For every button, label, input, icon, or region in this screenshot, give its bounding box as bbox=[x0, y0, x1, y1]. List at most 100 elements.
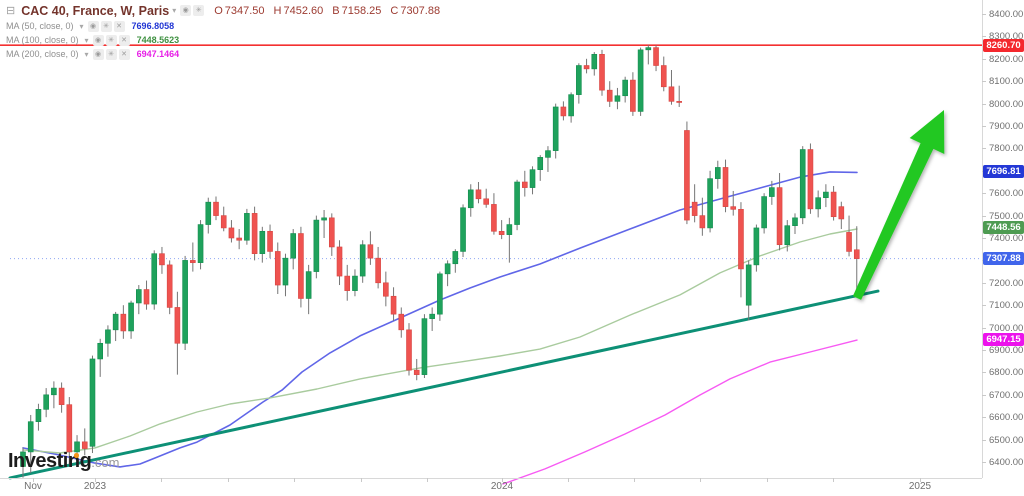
x-tick bbox=[920, 478, 921, 482]
bullish-arrow-annotation[interactable] bbox=[852, 110, 945, 300]
candle-body bbox=[753, 227, 760, 266]
x-tick bbox=[294, 478, 295, 482]
candle-body bbox=[792, 217, 798, 226]
y-axis-label: 8100.00 bbox=[989, 76, 1024, 88]
price-tag: 8260.70 bbox=[983, 38, 1024, 52]
x-axis-label: 2024 bbox=[490, 481, 514, 492]
y-axis-label: 7600.00 bbox=[989, 188, 1024, 200]
settings-icon[interactable]: ✳ bbox=[100, 20, 112, 32]
candle-body bbox=[838, 206, 845, 220]
candle-body bbox=[491, 204, 497, 232]
candle-body bbox=[521, 181, 528, 188]
chevron-down-icon[interactable]: ▾ bbox=[172, 6, 177, 15]
indicator-row-ma50: MA (50, close, 0) ▾ ◉ ✳ ✕ 7696.8058 bbox=[6, 19, 449, 33]
eye-icon[interactable]: ◉ bbox=[92, 48, 104, 60]
price-tag: 7696.81 bbox=[983, 165, 1024, 178]
candle-body bbox=[823, 191, 829, 198]
candles bbox=[20, 44, 860, 478]
eye-icon[interactable]: ◉ bbox=[92, 34, 104, 46]
candle-body bbox=[699, 215, 706, 229]
candle-body bbox=[846, 232, 852, 252]
candle-body bbox=[622, 79, 628, 97]
settings-icon[interactable]: ✳ bbox=[193, 5, 205, 16]
y-axis-label: 7400.00 bbox=[989, 233, 1024, 244]
candle-body bbox=[645, 47, 652, 51]
y-tick bbox=[982, 238, 986, 239]
candle-body bbox=[506, 224, 513, 235]
y-axis-label: 8400.00 bbox=[989, 9, 1024, 20]
candle-body bbox=[606, 89, 613, 102]
candle-body bbox=[290, 233, 297, 259]
y-tick bbox=[982, 103, 986, 105]
y-axis-label: 6900.00 bbox=[989, 345, 1024, 356]
close-icon[interactable]: ✕ bbox=[118, 48, 130, 60]
x-tick bbox=[161, 478, 162, 482]
symbol-title[interactable]: CAC 40, France, W, Paris bbox=[21, 3, 170, 18]
chevron-down-icon[interactable]: ▾ bbox=[84, 49, 89, 59]
candle-body bbox=[267, 230, 273, 252]
y-axis-label: 6400.00 bbox=[989, 457, 1024, 468]
candle-body bbox=[251, 213, 258, 254]
candle-body bbox=[97, 342, 103, 360]
settings-icon[interactable]: ✳ bbox=[105, 48, 117, 60]
candle-body bbox=[43, 394, 49, 410]
candle-body bbox=[367, 244, 374, 259]
candle-body bbox=[853, 249, 860, 259]
y-tick bbox=[982, 81, 986, 83]
candle-body bbox=[406, 329, 412, 371]
candle-body bbox=[51, 387, 57, 396]
candle-body bbox=[498, 230, 505, 235]
candle-body bbox=[159, 253, 165, 266]
candle-body bbox=[444, 263, 451, 275]
candle-body bbox=[545, 150, 551, 158]
investing-logo[interactable]: Investing.com bbox=[8, 450, 119, 473]
y-axis-label: 7100.00 bbox=[989, 300, 1024, 312]
high-value: H 7452.60 bbox=[273, 4, 324, 17]
x-tick bbox=[33, 478, 34, 482]
trendline[interactable] bbox=[8, 289, 880, 480]
chevron-down-icon[interactable]: ▾ bbox=[79, 21, 84, 31]
logo-suffix: .com bbox=[91, 455, 120, 470]
candle-body bbox=[390, 295, 397, 315]
eye-icon[interactable]: ◉ bbox=[180, 5, 192, 16]
indicator-row-ma100: MA (100, close, 0) ▾ ◉ ✳ ✕ 7448.5623 bbox=[6, 33, 449, 47]
collapse-pane-icon[interactable]: ⊟ bbox=[6, 5, 16, 17]
y-axis-line bbox=[982, 0, 983, 478]
y-axis-label: 7900.00 bbox=[989, 121, 1024, 132]
y-tick bbox=[982, 58, 986, 60]
y-tick bbox=[982, 439, 986, 441]
x-tick bbox=[361, 478, 362, 482]
ohlc-values: O 7347.50 H 7452.60 B 7158.25 C 7307.88 bbox=[214, 5, 449, 17]
ma200-line bbox=[502, 339, 858, 485]
candle-body bbox=[197, 224, 204, 263]
candle-body bbox=[475, 189, 482, 200]
candle-body bbox=[213, 201, 219, 216]
y-axis-label: 8300.00 bbox=[989, 31, 1024, 43]
candle-body bbox=[313, 219, 320, 272]
eye-icon[interactable]: ◉ bbox=[87, 20, 99, 32]
y-tick bbox=[982, 372, 986, 374]
candle-body bbox=[298, 233, 304, 299]
candle-body bbox=[769, 187, 775, 197]
candle-body bbox=[20, 451, 26, 467]
candle-body bbox=[761, 196, 767, 229]
candle-body bbox=[305, 271, 312, 299]
candle-body bbox=[128, 302, 134, 332]
chevron-down-icon[interactable]: ▾ bbox=[84, 35, 89, 45]
y-axis-label: 7000.00 bbox=[989, 322, 1024, 334]
candle-body bbox=[359, 244, 366, 277]
candle-body bbox=[460, 207, 466, 252]
y-tick bbox=[982, 126, 986, 127]
ma200-value: 6947.1464 bbox=[136, 49, 180, 59]
settings-icon[interactable]: ✳ bbox=[105, 34, 117, 46]
candle-body bbox=[66, 404, 73, 453]
candle-body bbox=[220, 215, 227, 229]
close-icon[interactable]: ✕ bbox=[113, 20, 125, 32]
x-axis-label: 2023 bbox=[83, 481, 107, 492]
candle-body bbox=[429, 313, 435, 319]
candle-body bbox=[537, 157, 544, 170]
close-icon[interactable]: ✕ bbox=[118, 34, 130, 46]
candle-body bbox=[105, 329, 111, 344]
candle-body bbox=[27, 421, 34, 453]
